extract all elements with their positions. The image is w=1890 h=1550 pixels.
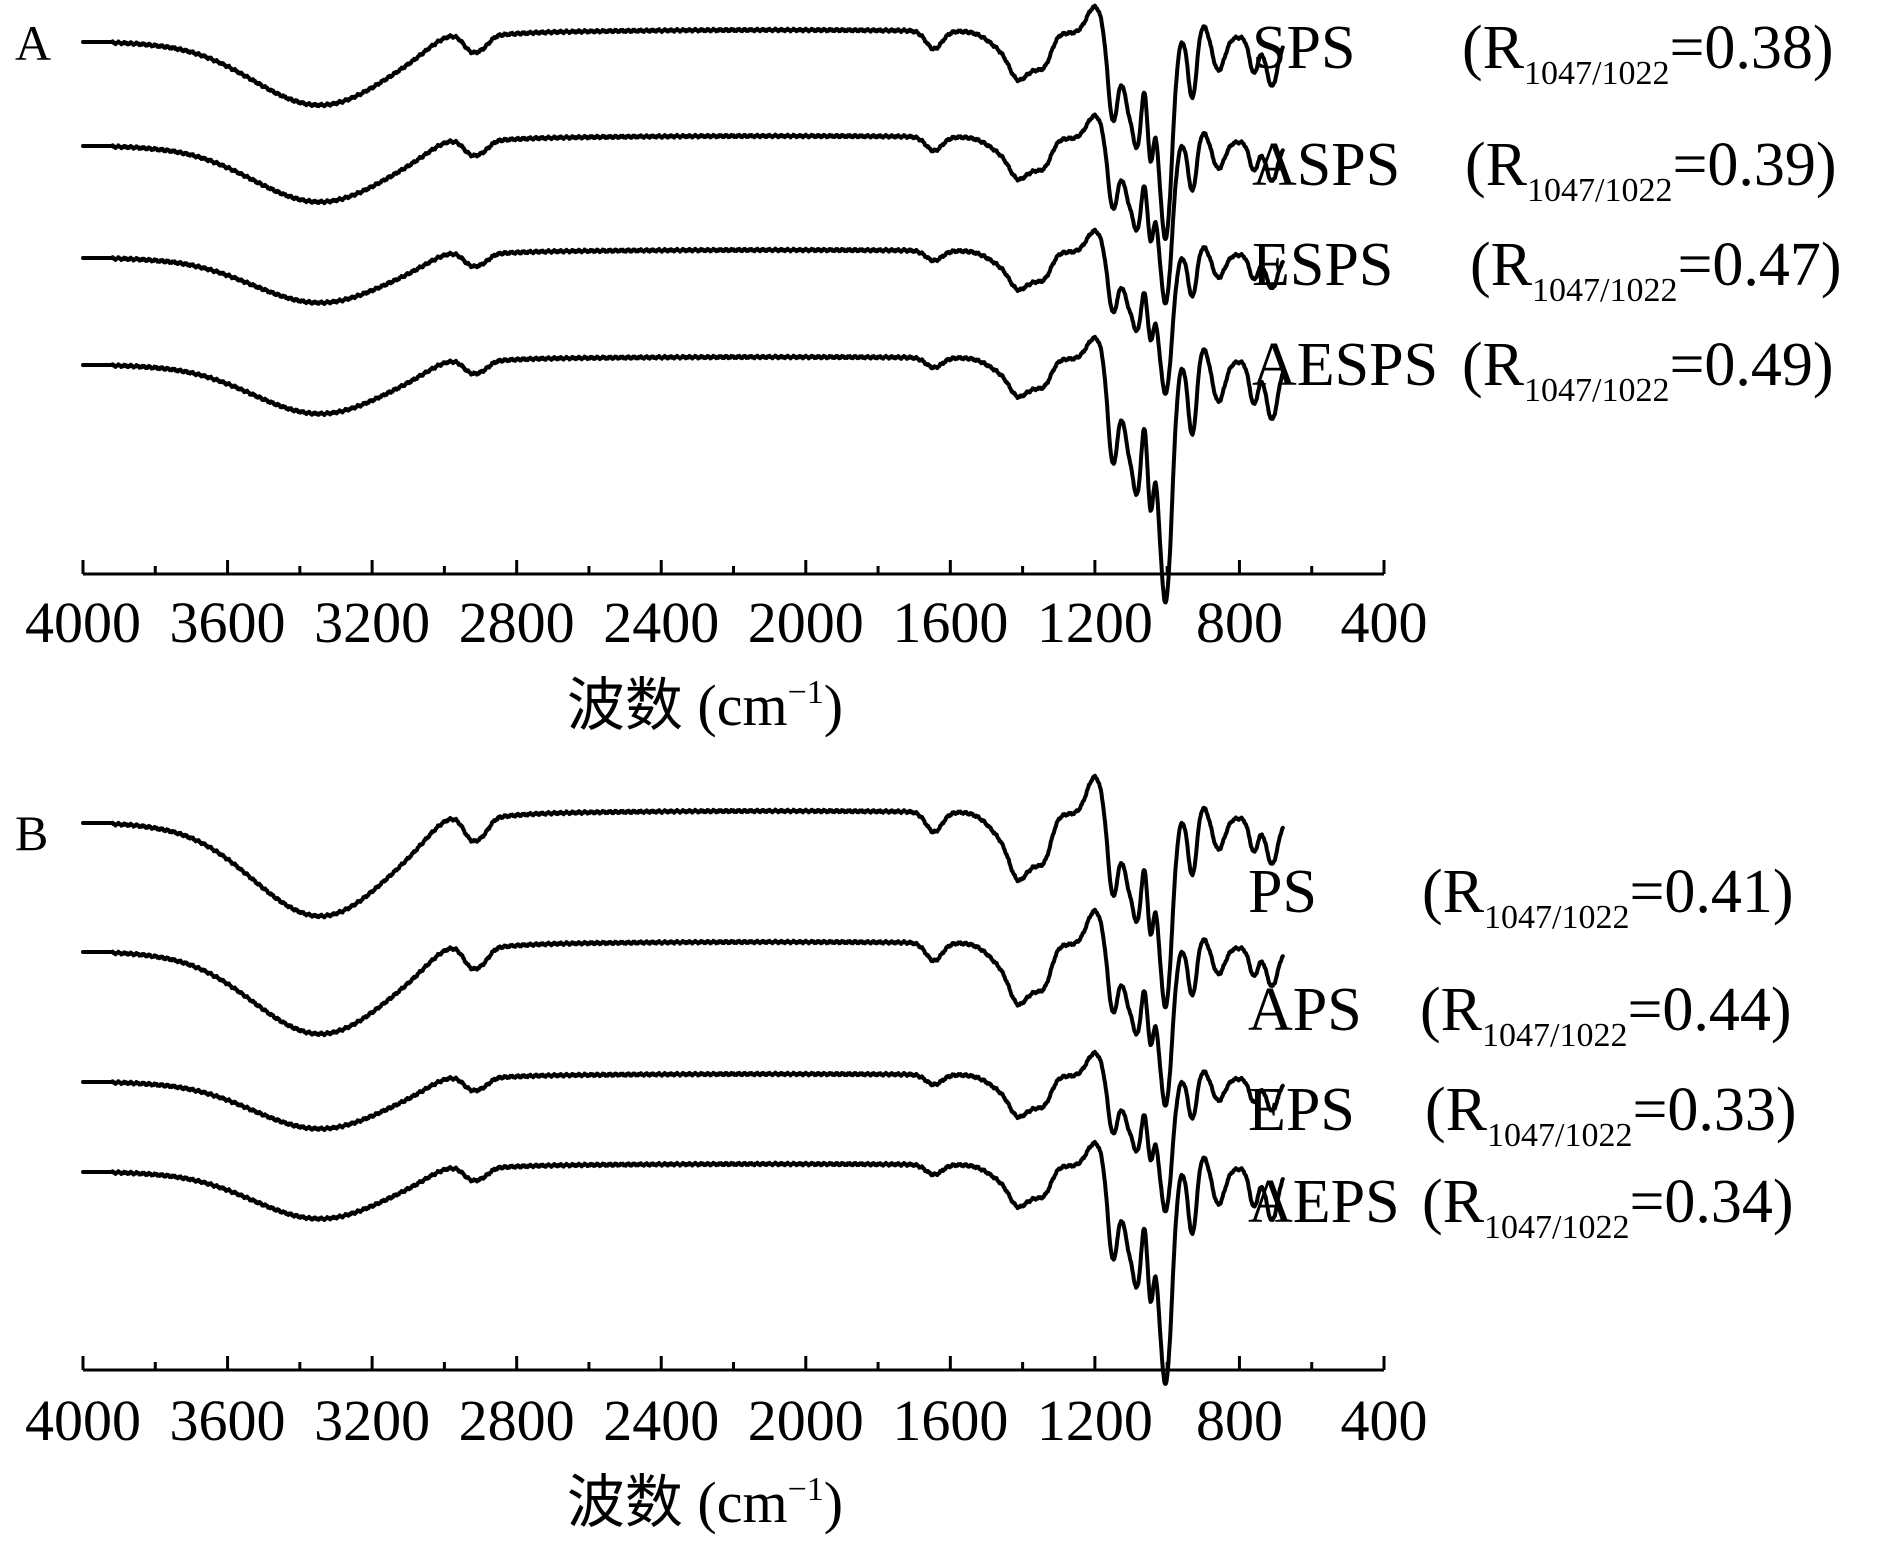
panel-a-x-axis-title: 波数 (cm−1) [567,673,843,738]
panel-a-legend: SPS (R1047/1022=0.38) ASPS (R1047/1022=0.39… [1252,14,1842,409]
legend-ratio-sps: (R1047/1022=0.38) [1462,14,1834,92]
x-tick-label: 800 [1196,1388,1283,1453]
legend-name-aesps: AESPS [1252,331,1438,399]
x-tick-label: 1600 [892,590,1008,655]
spectrum-esps [81,227,1285,396]
legend-ratio-asps: (R1047/1022=0.39) [1465,131,1837,209]
legend-ratio-aps: (R1047/1022=0.44) [1420,976,1792,1054]
panel-a-spectra [81,3,1285,605]
panel-b-x-axis: 4000 3600 3200 2800 2400 2000 1600 1200 800 400 [25,1356,1428,1453]
x-tick-label: 3600 [170,1388,286,1453]
legend-name-aeps: AEPS [1248,1168,1400,1236]
x-tick-label: 1200 [1037,1388,1153,1453]
spectrum-eps [81,1049,1285,1214]
legend-name-sps: SPS [1252,14,1355,82]
x-tick-label: 3600 [170,590,286,655]
legend-name-ps: PS [1248,858,1317,926]
x-tick-label: 1600 [892,1388,1008,1453]
legend-name-asps: ASPS [1252,131,1400,199]
panel-b-x-axis-title: 波数 (cm−1) [567,1470,843,1535]
panel-b-spectra [81,773,1285,1386]
x-tick-label: 4000 [25,590,141,655]
legend-name-esps: ESPS [1252,231,1393,299]
spectrum-aeps [81,1139,1285,1386]
legend-ratio-ps: (R1047/1022=0.41) [1422,858,1794,936]
x-tick-label: 400 [1341,590,1428,655]
x-tick-label: 2800 [459,1388,575,1453]
legend-ratio-aeps: (R1047/1022=0.34) [1422,1168,1794,1246]
x-tick-label: 400 [1341,1388,1428,1453]
legend-name-eps: EPS [1248,1076,1355,1144]
x-tick-label: 2000 [748,590,864,655]
x-tick-label: 3200 [314,590,430,655]
spectrum-ps [81,773,1285,1010]
x-tick-label: 2000 [748,1388,864,1453]
x-tick-label: 1200 [1037,590,1153,655]
x-tick-label: 3200 [314,1388,430,1453]
legend-name-aps: APS [1248,976,1362,1044]
legend-ratio-eps: (R1047/1022=0.33) [1425,1076,1797,1154]
spectrum-sps [81,3,1285,241]
x-tick-label: 2800 [459,590,575,655]
legend-ratio-esps: (R1047/1022=0.47) [1470,231,1842,309]
panel-b-legend: PS (R1047/1022=0.41) APS (R1047/1022=0.44) E… [1248,858,1797,1246]
x-tick-label: 800 [1196,590,1283,655]
spectrum-asps [81,112,1285,306]
panel-a-x-axis: 4000 3600 3200 2800 2400 2000 1600 1200 800 400 [25,560,1428,655]
panel-b: B PS (R1047/1022=0.41) APS (R1047/1022=0.44… [15,773,1797,1535]
spectrum-aps [81,907,1285,1108]
spectrum-aesps [81,334,1285,605]
panel-a: A SPS (R1047/1022=0.38) ASPS (R1047/1022=0.… [15,3,1842,738]
panel-b-letter: B [15,805,48,861]
x-tick-label: 2400 [603,1388,719,1453]
x-tick-label: 2400 [603,590,719,655]
legend-ratio-aesps: (R1047/1022=0.49) [1462,331,1834,409]
x-tick-label: 4000 [25,1388,141,1453]
panel-a-letter: A [15,15,51,71]
